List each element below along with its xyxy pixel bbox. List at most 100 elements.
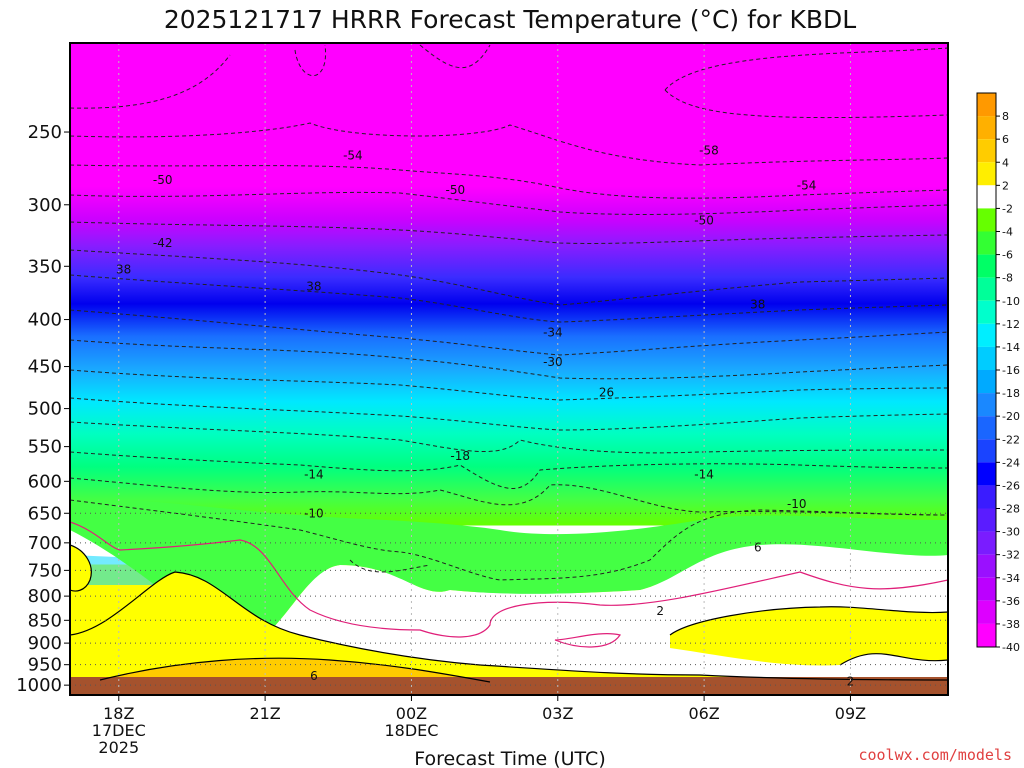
x-tick-label: 21Z [249, 704, 280, 723]
x-tick-label: 09Z [835, 704, 866, 723]
x-tick-label: 00Z [396, 704, 427, 723]
colorbar-label: -6 [1002, 249, 1013, 262]
colorbar-label: -16 [1002, 364, 1020, 377]
contour-label: -50 [446, 183, 466, 197]
y-tick-label: 650 [28, 503, 62, 524]
colorbar-label: -26 [1002, 479, 1020, 492]
contour-label: -18 [450, 449, 470, 463]
colorbar-label: -22 [1002, 433, 1020, 446]
y-tick-label: 250 [28, 122, 62, 143]
colorbar-label: -40 [1002, 641, 1020, 654]
x-tick-year: 2025 [98, 738, 139, 757]
freezing-line-contours [70, 521, 948, 648]
y-tick-label: 450 [28, 357, 62, 378]
contour-label: 38 [750, 297, 765, 311]
y-tick-label: 850 [28, 610, 62, 631]
chart-title: 2025121717 HRRR Forecast Temperature (°C… [164, 5, 856, 34]
colorbar-label: -12 [1002, 318, 1020, 331]
credit-link[interactable]: coolwx.com/models [858, 746, 1012, 764]
contour-labels: -54 -58-50-50 -54-50-42383838-34-3026-18-1… [116, 144, 854, 689]
colorbar-segment [977, 93, 996, 117]
colorbar-label: -20 [1002, 410, 1020, 423]
colorbar-segment [977, 185, 996, 209]
contour-label: -34 [543, 325, 563, 339]
y-tick-label: 900 [28, 633, 62, 654]
contour-label: 2 [847, 675, 855, 689]
colorbar-label: -24 [1002, 456, 1020, 469]
colorbar-label: 4 [1002, 156, 1009, 169]
plot-frame [69, 42, 949, 696]
colorbar-label: -2 [1002, 202, 1013, 215]
y-tick-label: 500 [28, 399, 62, 420]
colorbar-label: -30 [1002, 526, 1020, 539]
contour-label: 38 [306, 279, 321, 293]
colorbar-label: -32 [1002, 549, 1020, 562]
contour-label: -50 [694, 213, 714, 227]
x-tick-date: 17DEC [92, 721, 146, 740]
colorbar-segment [977, 277, 996, 301]
ground-strip [70, 677, 948, 695]
y-tick-label: 350 [28, 256, 62, 277]
colorbar-label: -8 [1002, 272, 1013, 285]
warm-layer-right [670, 606, 948, 666]
colorbar-label: -34 [1002, 572, 1020, 585]
colorbar-segment [977, 508, 996, 532]
y-tick-label: 800 [28, 586, 62, 607]
y-tick-label: 1000 [16, 675, 62, 696]
colorbar-segment [977, 554, 996, 578]
colorbar-segment [977, 231, 996, 255]
colorbar-label: -4 [1002, 226, 1013, 239]
green-layer [70, 500, 948, 650]
y-tick-label: 600 [28, 471, 62, 492]
colorbar-label: -10 [1002, 295, 1020, 308]
x-tick-label: 03Z [542, 704, 573, 723]
contour-label: 6 [310, 669, 318, 683]
colorbar-segment [977, 116, 996, 140]
colorbar-segment [977, 162, 996, 186]
zero-degree-contours [70, 544, 948, 683]
colorbar-segment [977, 370, 996, 394]
colorbar-label: -14 [1002, 341, 1020, 354]
colorbar-segment [977, 300, 996, 324]
colorbar-segment [977, 462, 996, 486]
contour-label: -54 [343, 148, 363, 162]
colorbar-segment [977, 416, 996, 440]
colorbar-label: 8 [1002, 110, 1009, 123]
colorbar-segment [977, 346, 996, 370]
contour-label: -54 [797, 179, 817, 193]
x-tick-label: 06Z [688, 704, 719, 723]
contour-label: -10 [304, 506, 324, 520]
y-tick-label: 750 [28, 560, 62, 581]
contour-label: -50 [153, 173, 173, 187]
colorbar-segment [977, 254, 996, 278]
contour-label: 2 [656, 604, 664, 618]
colorbar-segment [977, 323, 996, 347]
y-tick-label: 300 [28, 195, 62, 216]
plot-area [70, 43, 948, 695]
colorbar: 8 6 4 2 -2 -4 -6 -8 -10 -12 -14 -16 -18 -20 -22 -24 -26 -… [976, 92, 1020, 654]
contour-label: -10 [787, 497, 807, 511]
contour-label: -14 [694, 468, 714, 482]
colorbar-segment [977, 439, 996, 463]
colorbar-segment [977, 623, 996, 647]
isotherm-lines [70, 44, 948, 581]
contour-label: -58 [699, 144, 719, 158]
y-tick-label: 550 [28, 437, 62, 458]
colorbar-label: -38 [1002, 618, 1020, 631]
colorbar-segment [977, 393, 996, 417]
y-axis: 2503003504004505005506006507007508008509… [16, 122, 70, 696]
colorbar-segment [977, 531, 996, 555]
contour-label: 6 [754, 540, 762, 554]
colorbar-label: -36 [1002, 595, 1020, 608]
x-tick-label: 18Z [103, 704, 134, 723]
y-tick-label: 700 [28, 533, 62, 554]
contour-label: -42 [153, 236, 173, 250]
colorbar-label: 2 [1002, 179, 1009, 192]
contour-label: 26 [599, 385, 614, 399]
contour-label: 38 [116, 263, 131, 277]
x-axis-title: Forecast Time (UTC) [414, 748, 605, 768]
colorbar-segment [977, 139, 996, 163]
colorbar-label: 6 [1002, 133, 1009, 146]
